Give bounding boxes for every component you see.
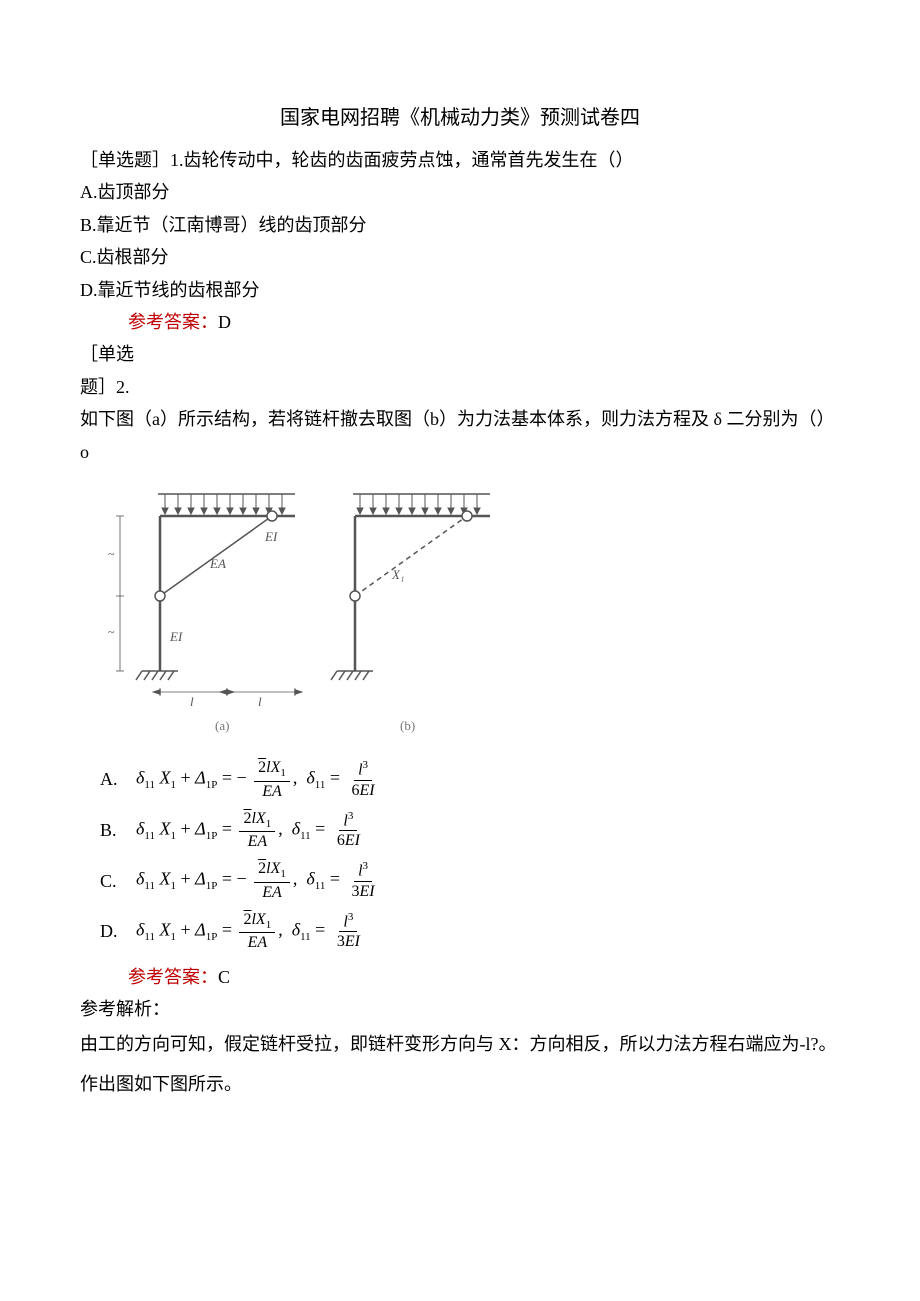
option-c-label: C. [100,865,124,897]
q2-answer-value: C [218,967,230,987]
q1-prompt: ［单选题］1.齿轮传动中，轮齿的齿面疲劳点蚀，通常首先发生在（） [80,144,840,176]
q1-answer-label: 参考答案： [80,312,218,332]
option-b-label: B. [100,814,124,846]
q1-option-b: B.靠近节（江南博哥）线的齿顶部分 [80,209,840,241]
option-a-label: A. [100,763,124,795]
q1-option-a: A.齿顶部分 [80,176,840,208]
q2-prefix-2: 题］2. [80,371,840,403]
dim-vert-2: ~ [108,625,115,639]
q2-option-a: A. δ11 X1 + Δ1P = − 2lX1 EA , δ11 = l3 6… [100,758,840,801]
label-x1: X₁ [391,567,404,582]
dim-l-1: l [190,694,194,709]
option-d-label: D. [100,915,124,947]
dim-l-2: l [258,694,262,709]
label-ea: EA [209,556,226,571]
dim-vert-1: ~ [108,547,115,561]
q2-diagram: EI EA EI ~ ~ l l (a) [100,476,840,746]
label-ei-2: EI [169,629,183,644]
label-ei-1: EI [264,529,278,544]
q2-option-b: B. δ11 X1 + Δ1P = 2lX1 EA , δ11 = l3 6EI [100,809,840,852]
q1-answer-value: D [218,312,231,332]
q2-explanation-label: 参考解析： [80,993,840,1025]
q1-option-d: D.靠近节线的齿根部分 [80,274,840,306]
diagram-label-a: (a) [215,718,229,733]
q2-answer-label: 参考答案： [80,967,218,987]
q2-option-c: C. δ11 X1 + Δ1P = − 2lX1 EA , δ11 = l3 3… [100,859,840,902]
q2-explanation-body: 由工的方向可知，假定链杆受拉，即链杆变形方向与 X：方向相反，所以力法方程右端应… [80,1025,840,1104]
structure-diagram-svg: EI EA EI ~ ~ l l (a) [100,476,500,736]
exam-title: 国家电网招聘《机械动力类》预测试卷四 [80,100,840,136]
diagram-label-b: (b) [400,718,415,733]
q2-prompt: 如下图（a）所示结构，若将链杆撤去取图（b）为力法基本体系，则力法方程及 δ 二… [80,403,840,468]
q2-prefix-1: ［单选 [80,338,840,370]
q2-option-d: D. δ11 X1 + Δ1P = 2lX1 EA , δ11 = l3 3EI [100,910,840,953]
q2-formula-options: A. δ11 X1 + Δ1P = − 2lX1 EA , δ11 = l3 6… [100,758,840,952]
q1-option-c: C.齿根部分 [80,241,840,273]
